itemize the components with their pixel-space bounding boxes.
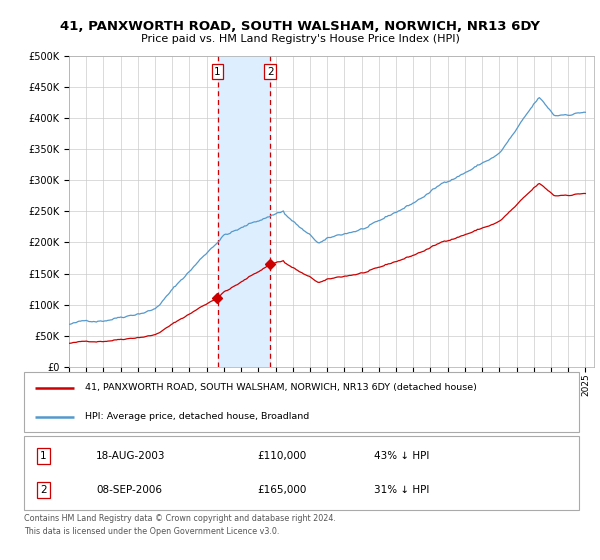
Text: 08-SEP-2006: 08-SEP-2006 xyxy=(96,484,162,494)
Bar xyxy=(218,56,271,367)
Text: Price paid vs. HM Land Registry's House Price Index (HPI): Price paid vs. HM Land Registry's House … xyxy=(140,34,460,44)
Text: £110,000: £110,000 xyxy=(257,451,307,461)
FancyBboxPatch shape xyxy=(24,372,579,432)
Text: £165,000: £165,000 xyxy=(257,484,307,494)
Text: 2: 2 xyxy=(267,67,274,77)
Text: 1: 1 xyxy=(214,67,221,77)
Text: 2: 2 xyxy=(40,484,47,494)
Text: Contains HM Land Registry data © Crown copyright and database right 2024.
This d: Contains HM Land Registry data © Crown c… xyxy=(24,514,336,536)
Text: 18-AUG-2003: 18-AUG-2003 xyxy=(96,451,166,461)
FancyBboxPatch shape xyxy=(24,436,579,510)
Text: 43% ↓ HPI: 43% ↓ HPI xyxy=(374,451,429,461)
Text: 41, PANXWORTH ROAD, SOUTH WALSHAM, NORWICH, NR13 6DY: 41, PANXWORTH ROAD, SOUTH WALSHAM, NORWI… xyxy=(60,20,540,32)
Text: HPI: Average price, detached house, Broadland: HPI: Average price, detached house, Broa… xyxy=(85,412,310,421)
Text: 31% ↓ HPI: 31% ↓ HPI xyxy=(374,484,429,494)
Text: 1: 1 xyxy=(40,451,47,461)
Text: 41, PANXWORTH ROAD, SOUTH WALSHAM, NORWICH, NR13 6DY (detached house): 41, PANXWORTH ROAD, SOUTH WALSHAM, NORWI… xyxy=(85,383,477,392)
